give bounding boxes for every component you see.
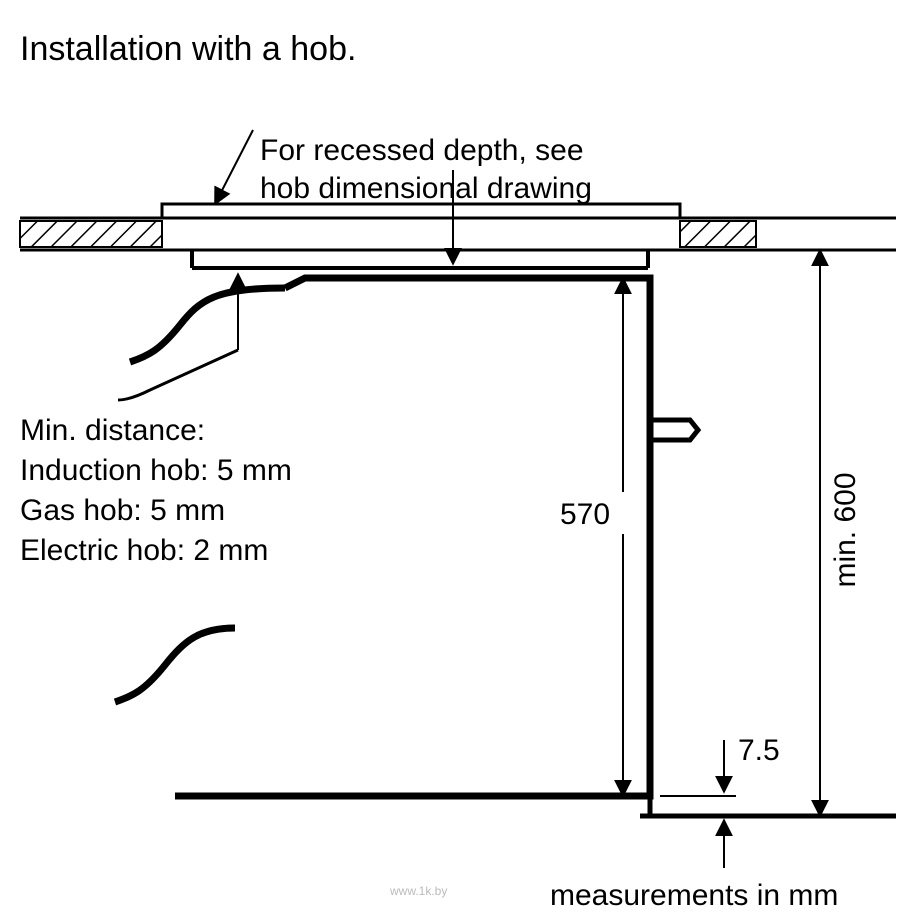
footer-text: measurements in mm xyxy=(550,879,838,912)
countertop-hatch-right xyxy=(680,221,756,247)
oven-break-bottom xyxy=(115,628,235,702)
page-title: Installation with a hob. xyxy=(20,30,356,68)
oven-peg xyxy=(650,420,698,440)
oven-break-top xyxy=(130,288,285,362)
hob-plate xyxy=(162,204,680,218)
min-distance-line-3: Electric hob: 2 mm xyxy=(20,534,268,567)
min-distance-line-2: Gas hob: 5 mm xyxy=(20,494,225,527)
diagram-canvas: Installation with a hob. For recessed de… xyxy=(0,0,916,920)
min-distance-line-1: Induction hob: 5 mm xyxy=(20,454,292,487)
countertop-hatch-left xyxy=(20,221,162,247)
watermark-text: www.1k.by xyxy=(389,884,447,898)
recessed-depth-label-1: For recessed depth, see xyxy=(260,134,584,167)
min-distance-heading: Min. distance: xyxy=(20,414,205,447)
dim600-text: min. 600 xyxy=(829,472,862,587)
recessed-depth-leader xyxy=(215,130,253,204)
dim570-text: 570 xyxy=(560,498,610,531)
dim75-text: 7.5 xyxy=(738,734,780,767)
recessed-depth-label-2: hob dimensional drawing xyxy=(260,172,592,205)
